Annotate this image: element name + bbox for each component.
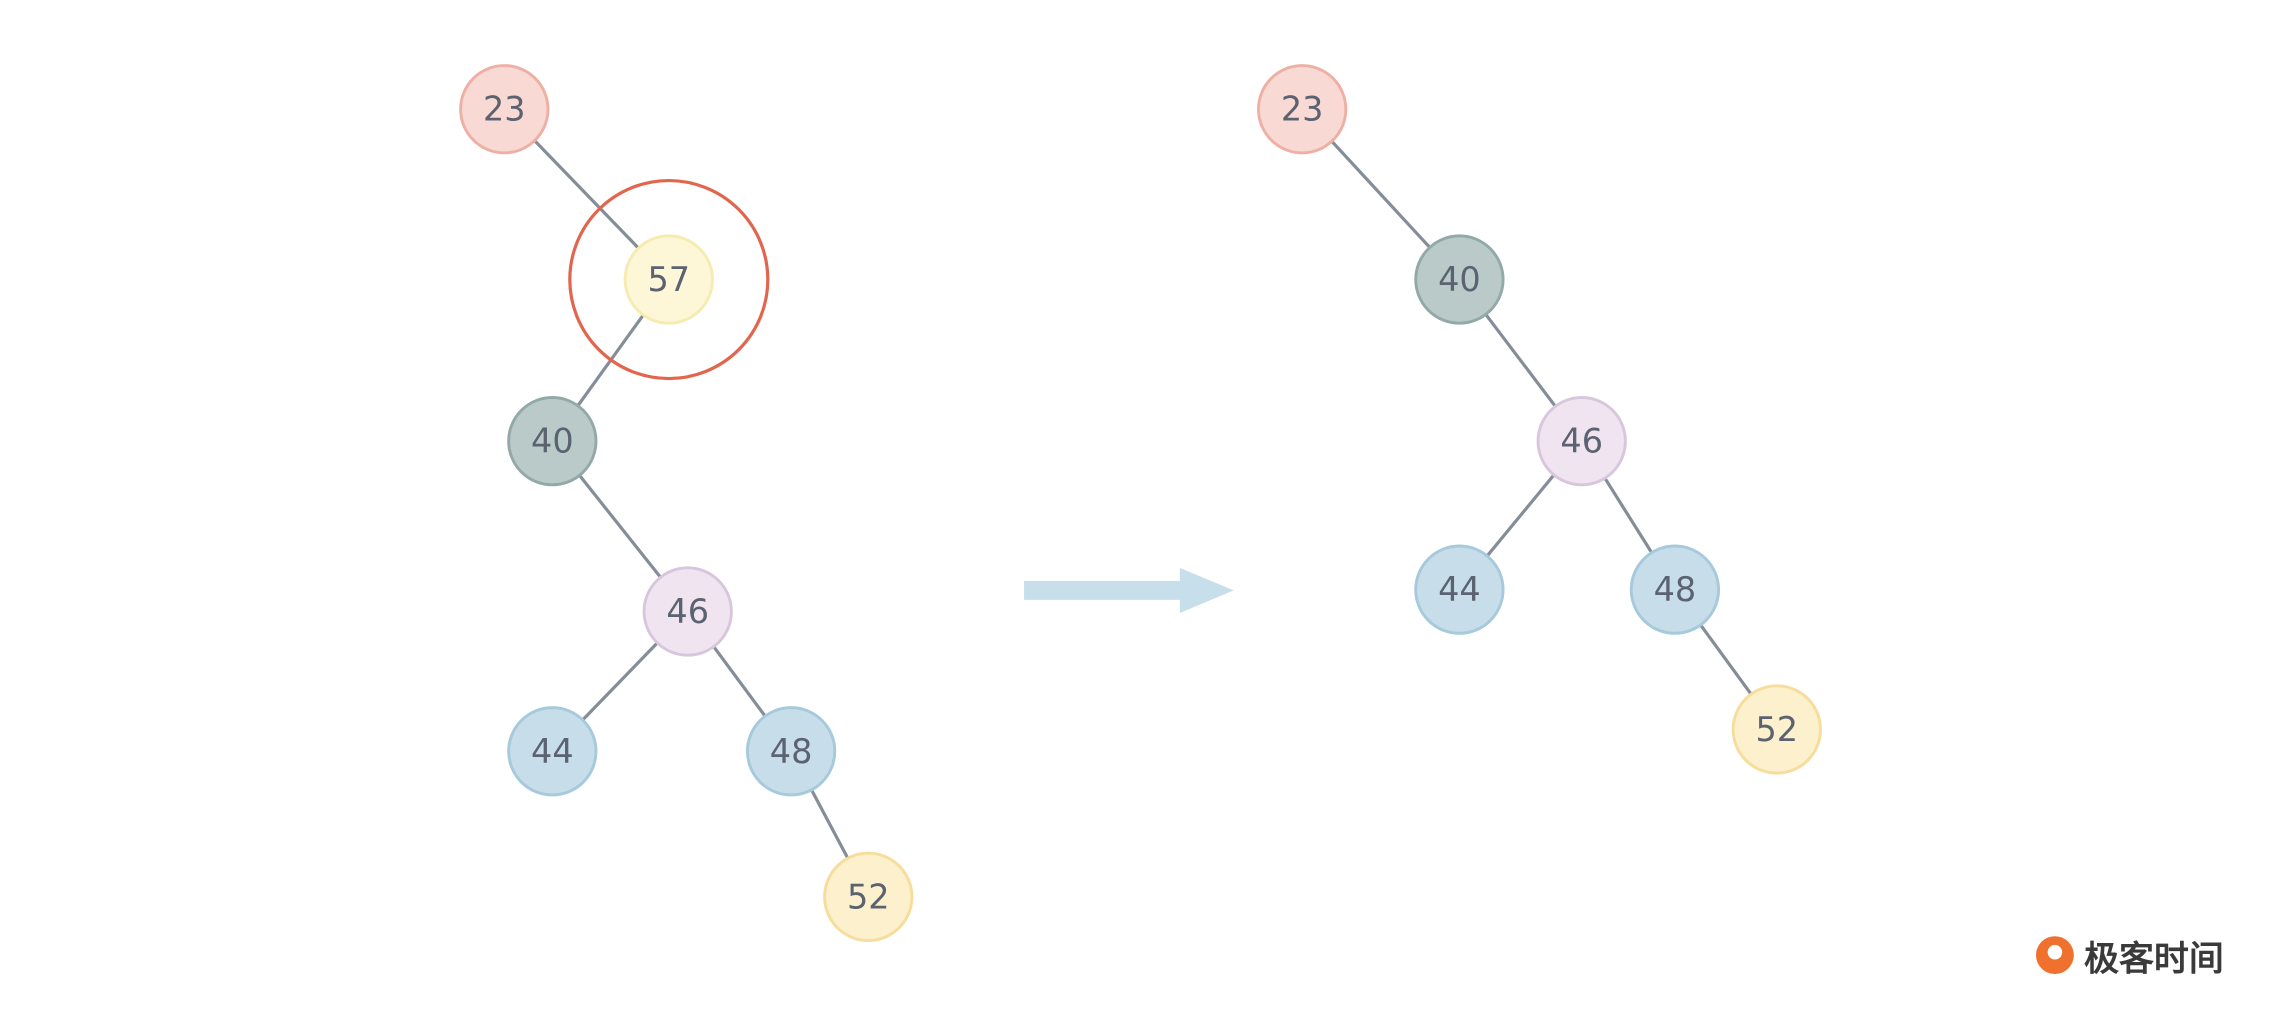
left-tree: 23 57 40 46 44 48 52 [459,64,914,943]
node-label: 44 [531,732,574,771]
logo-icon-hole [2047,944,2063,960]
arrow-head [1179,567,1234,613]
right-tree: 23 40 46 44 48 52 [1257,64,1822,775]
node-label: 52 [1756,710,1799,749]
node-label: 48 [770,732,813,771]
node-label: 23 [1281,90,1324,129]
logo: 极客时间 [2035,936,2224,979]
node [642,566,733,657]
node-label: 40 [1438,260,1481,299]
node [1414,234,1505,325]
node [823,851,914,943]
node [1629,544,1721,635]
arrow-shaft [1024,580,1185,600]
node-label: 57 [648,260,691,299]
node [1536,396,1627,487]
node-label: 48 [1654,570,1697,609]
node-label: 40 [531,422,574,461]
node [507,396,598,487]
node [459,64,550,155]
node [623,234,714,325]
node-label: 44 [1438,570,1481,609]
logo-text: 极客时间 [2084,938,2224,979]
arrow [1024,567,1234,613]
node-label: 52 [847,877,890,916]
node [1414,544,1505,635]
highlight-ring [568,178,770,381]
node [1257,64,1348,155]
node [745,706,837,797]
node-label: 46 [1560,422,1603,461]
node [507,706,598,797]
node [1731,684,1822,775]
node-label: 46 [666,592,709,631]
node-label: 23 [483,90,526,129]
